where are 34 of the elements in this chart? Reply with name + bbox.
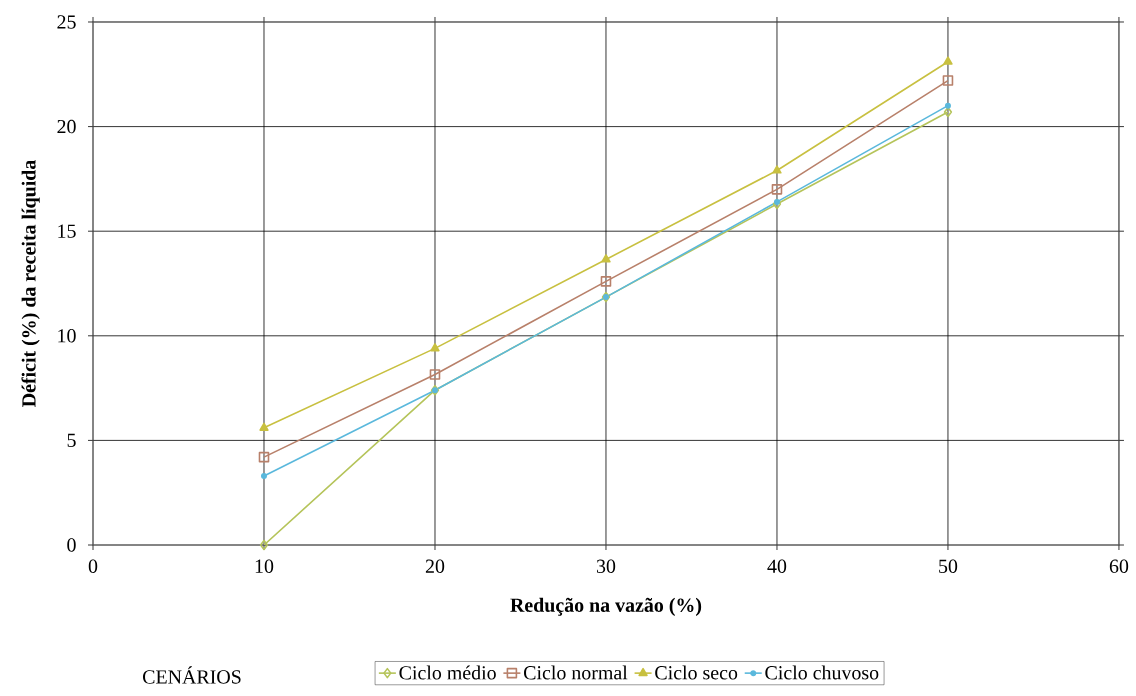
y-tick-label: 0 [67,538,76,552]
y-axis-title: Déficit (%) da receita líquida [21,160,40,407]
x-axis-title: Redução na vazão (%) [510,597,702,616]
x-tick-label: 10 [255,559,274,573]
point [772,165,782,174]
point [943,56,953,65]
y-tick-label: 20 [57,119,76,134]
point [258,451,270,463]
point [600,276,612,287]
point [429,369,441,380]
x-tick-label: 20 [425,559,445,573]
y-tick-label: 5 [67,433,76,448]
legend-label: Ciclo médio [399,665,496,680]
point [942,75,954,86]
point [260,472,267,479]
legend-label: Ciclo seco [655,665,738,680]
point [259,539,269,551]
legend-label: Ciclo normal [524,665,628,680]
y-tick-label: 25 [57,15,76,29]
point [771,184,783,195]
point [430,343,440,352]
y-tick-label: 10 [58,329,76,343]
point [601,254,611,263]
y-tick-label: 15 [58,224,76,238]
point [944,102,951,109]
point [259,422,269,431]
legend-title: CENÁRIOS [143,666,241,684]
x-tick-label: 40 [767,559,787,573]
x-tick-label: 0 [88,559,98,573]
x-tick-label: 60 [1109,559,1129,573]
legend-label: Ciclo chuvoso [765,665,879,680]
x-tick-label: 50 [939,559,958,573]
point [773,198,780,205]
x-tick-label: 30 [596,559,616,573]
